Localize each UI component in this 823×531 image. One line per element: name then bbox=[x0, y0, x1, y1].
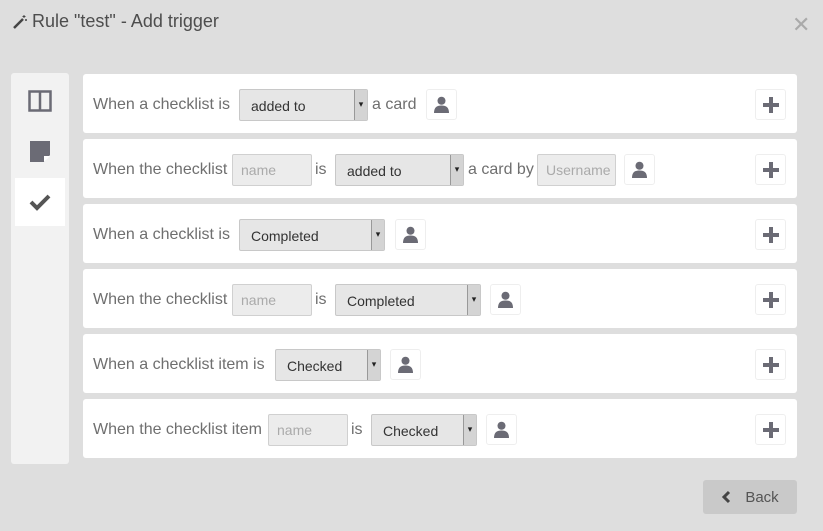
checklist-item-name-input[interactable]: name bbox=[268, 414, 348, 446]
trigger-text: When the checklist bbox=[93, 161, 228, 178]
user-filter-button[interactable] bbox=[426, 89, 457, 120]
action-select[interactable]: added to bbox=[335, 154, 464, 186]
user-icon bbox=[434, 96, 449, 113]
trigger-text: When the checklist item bbox=[93, 421, 262, 438]
plus-icon bbox=[763, 97, 779, 113]
plus-icon bbox=[763, 357, 779, 373]
user-filter-button[interactable] bbox=[390, 349, 421, 380]
magic-wand-icon bbox=[13, 14, 27, 29]
card-icon bbox=[30, 141, 50, 162]
trigger-text: a card bbox=[372, 96, 417, 113]
user-filter-button[interactable] bbox=[624, 154, 655, 185]
trigger-text: When a checklist is bbox=[93, 96, 230, 113]
checklist-name-input[interactable]: name bbox=[232, 154, 312, 186]
checklist-name-input[interactable]: name bbox=[232, 284, 312, 316]
back-label: Back bbox=[745, 488, 779, 506]
state-select[interactable]: Completed bbox=[239, 219, 385, 251]
plus-icon bbox=[763, 162, 779, 178]
dialog-title-text: Rule "test" - Add trigger bbox=[32, 11, 219, 31]
trigger-row: When a checklist is Completed bbox=[83, 204, 797, 263]
trigger-category-sidebar bbox=[11, 73, 69, 464]
close-icon[interactable]: ✕ bbox=[792, 12, 811, 37]
user-icon bbox=[403, 226, 418, 243]
add-trigger-button[interactable] bbox=[755, 219, 786, 250]
username-input[interactable]: Username bbox=[537, 154, 616, 186]
trigger-text: is bbox=[351, 421, 363, 438]
sidebar-item-card[interactable] bbox=[15, 128, 65, 176]
user-icon bbox=[632, 161, 647, 178]
user-filter-button[interactable] bbox=[490, 284, 521, 315]
checkmark-icon bbox=[29, 194, 51, 211]
plus-icon bbox=[763, 422, 779, 438]
add-trigger-button[interactable] bbox=[755, 349, 786, 380]
add-trigger-button[interactable] bbox=[755, 414, 786, 445]
board-icon bbox=[28, 90, 52, 112]
action-select[interactable]: added to bbox=[239, 89, 368, 121]
trigger-text: When a checklist item is bbox=[93, 356, 265, 373]
trigger-row: When a checklist item is Checked bbox=[83, 334, 797, 393]
trigger-text: When a checklist is bbox=[93, 226, 230, 243]
trigger-text: is bbox=[315, 161, 327, 178]
trigger-text: is bbox=[315, 291, 327, 308]
trigger-row: When the checklist name is Completed bbox=[83, 269, 797, 328]
dialog-title: Rule "test" - Add trigger bbox=[12, 11, 219, 32]
sidebar-item-checklist[interactable] bbox=[15, 178, 65, 226]
item-state-select[interactable]: Checked bbox=[371, 414, 477, 446]
trigger-row: When the checklist item name is Checked bbox=[83, 399, 797, 458]
back-button[interactable]: Back bbox=[703, 480, 797, 514]
user-icon bbox=[494, 421, 509, 438]
user-filter-button[interactable] bbox=[395, 219, 426, 250]
add-trigger-button[interactable] bbox=[755, 89, 786, 120]
user-filter-button[interactable] bbox=[486, 414, 517, 445]
trigger-text: When the checklist bbox=[93, 291, 228, 308]
add-trigger-button[interactable] bbox=[755, 284, 786, 315]
user-icon bbox=[398, 356, 413, 373]
sidebar-item-board[interactable] bbox=[15, 77, 65, 125]
trigger-text: a card by bbox=[468, 161, 534, 178]
plus-icon bbox=[763, 292, 779, 308]
trigger-row: When the checklist name is added to a ca… bbox=[83, 139, 797, 198]
chevron-left-icon bbox=[722, 490, 731, 504]
state-select[interactable]: Completed bbox=[335, 284, 481, 316]
trigger-row: When a checklist is added to a card bbox=[83, 74, 797, 133]
plus-icon bbox=[763, 227, 779, 243]
item-state-select[interactable]: Checked bbox=[275, 349, 381, 381]
user-icon bbox=[498, 291, 513, 308]
add-trigger-button[interactable] bbox=[755, 154, 786, 185]
